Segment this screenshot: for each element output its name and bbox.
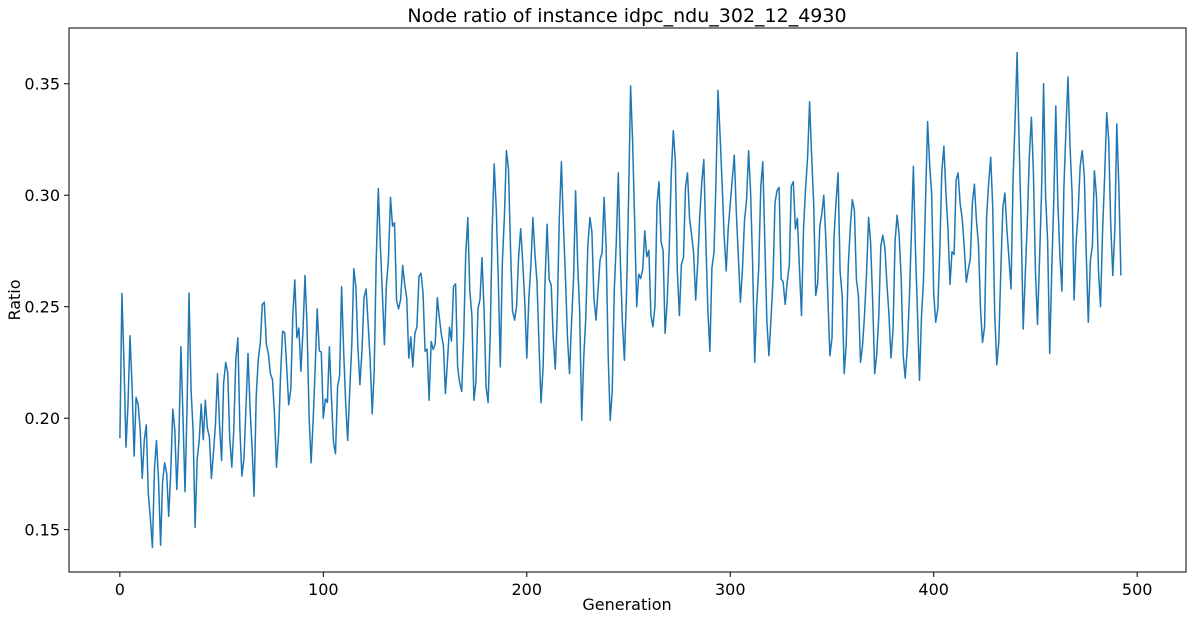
- x-tick-label: 100: [308, 580, 339, 599]
- y-tick-label: 0.15: [24, 521, 60, 540]
- y-tick-label: 0.35: [24, 75, 60, 94]
- series-line: [119, 51, 1122, 549]
- y-axis-label: Ratio: [5, 279, 24, 320]
- x-tick-label: 300: [715, 580, 746, 599]
- chart-title: Node ratio of instance idpc_ndu_302_12_4…: [407, 5, 846, 27]
- x-tick-label: 200: [512, 580, 543, 599]
- x-axis-label: Generation: [582, 595, 671, 614]
- x-tick-label: 0: [115, 580, 125, 599]
- series-layer: [119, 51, 1122, 549]
- y-tick-label: 0.20: [24, 409, 60, 428]
- x-axis: 0 100 200 300 400 500: [115, 572, 1153, 599]
- y-axis: 0.15 0.20 0.25 0.30 0.35: [24, 75, 69, 540]
- plot-frame: [68, 27, 1187, 573]
- y-tick-label: 0.30: [24, 186, 60, 205]
- x-tick-label: 400: [918, 580, 949, 599]
- x-tick-label: 500: [1122, 580, 1153, 599]
- y-tick-label: 0.25: [24, 298, 60, 317]
